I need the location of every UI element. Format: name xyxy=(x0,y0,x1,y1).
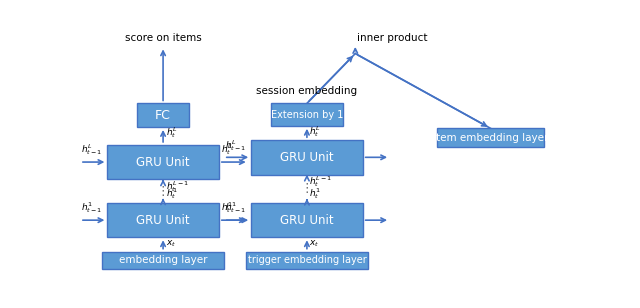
Text: $x_t$: $x_t$ xyxy=(166,239,176,249)
Text: Extension by 1: Extension by 1 xyxy=(271,110,343,120)
Text: ⋮: ⋮ xyxy=(301,182,313,195)
Text: FC: FC xyxy=(155,109,171,122)
Text: $h^L_{t-1}$: $h^L_{t-1}$ xyxy=(225,138,246,152)
Text: $h^{L-1}_{t}$: $h^{L-1}_{t}$ xyxy=(309,174,333,189)
FancyBboxPatch shape xyxy=(108,145,219,179)
FancyBboxPatch shape xyxy=(437,128,544,147)
Text: ⋮: ⋮ xyxy=(157,184,170,198)
Text: $h^L_{t-1}$: $h^L_{t-1}$ xyxy=(81,142,102,157)
Text: $h^1_{t-1}$: $h^1_{t-1}$ xyxy=(225,201,246,215)
Text: $h^L_t$: $h^L_t$ xyxy=(166,126,177,140)
Text: embedding layer: embedding layer xyxy=(119,255,207,265)
Text: trigger embedding layer: trigger embedding layer xyxy=(248,255,366,265)
Text: GRU Unit: GRU Unit xyxy=(280,214,333,227)
Text: $h^1_t$: $h^1_t$ xyxy=(166,186,177,201)
Text: session embedding: session embedding xyxy=(256,86,357,96)
FancyBboxPatch shape xyxy=(246,252,368,270)
Text: $h^{L-1}_{t}$: $h^{L-1}_{t}$ xyxy=(166,179,189,194)
FancyBboxPatch shape xyxy=(108,203,219,237)
Text: $x_t$: $x_t$ xyxy=(309,239,319,249)
Text: $h^1_t$: $h^1_t$ xyxy=(221,201,233,215)
Text: score on items: score on items xyxy=(125,33,202,43)
FancyBboxPatch shape xyxy=(251,203,363,237)
Text: $h^1_t$: $h^1_t$ xyxy=(309,186,321,201)
Text: $h^L_t$: $h^L_t$ xyxy=(221,142,233,157)
Text: inner product: inner product xyxy=(357,33,428,43)
FancyBboxPatch shape xyxy=(102,252,224,270)
Text: GRU Unit: GRU Unit xyxy=(136,214,190,227)
Text: GRU Unit: GRU Unit xyxy=(136,156,190,168)
Text: item embedding layer: item embedding layer xyxy=(433,133,548,143)
Text: $h^L_t$: $h^L_t$ xyxy=(309,124,321,139)
FancyBboxPatch shape xyxy=(251,140,363,175)
FancyBboxPatch shape xyxy=(137,103,189,127)
Text: GRU Unit: GRU Unit xyxy=(280,151,333,164)
FancyBboxPatch shape xyxy=(271,103,343,126)
Text: $h^1_{t-1}$: $h^1_{t-1}$ xyxy=(81,201,102,215)
